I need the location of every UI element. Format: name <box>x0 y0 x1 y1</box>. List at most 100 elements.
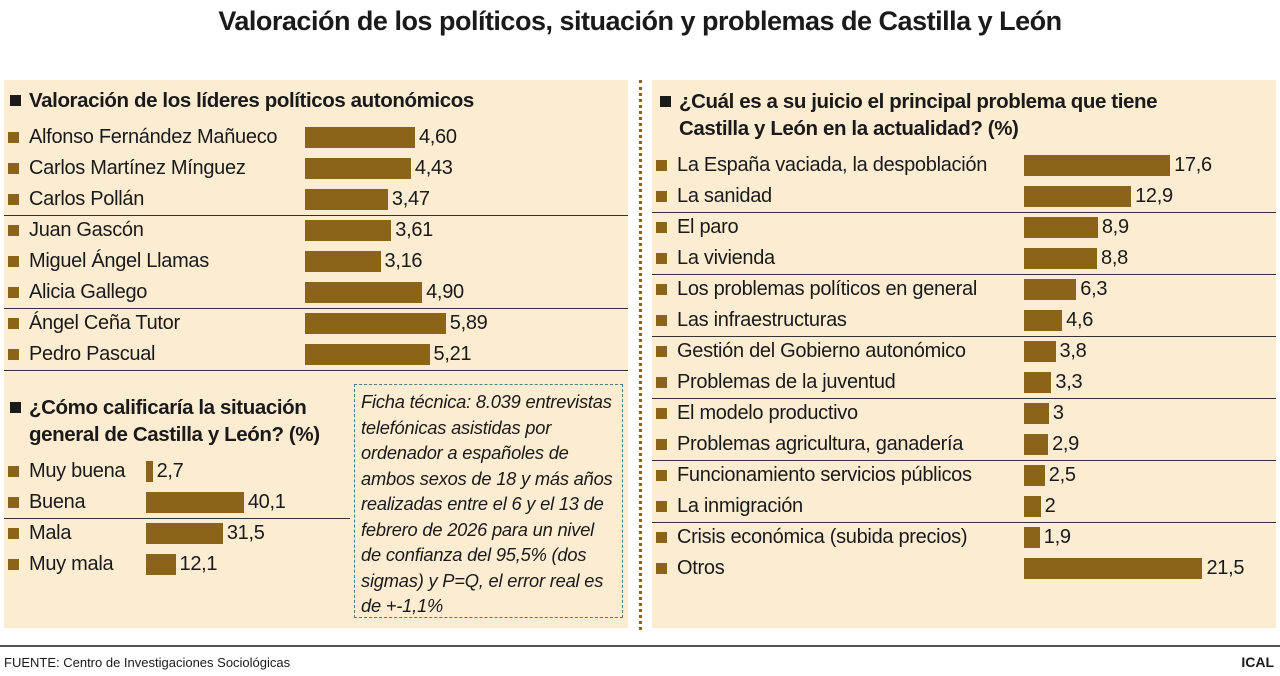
problem-row: Problemas de la juventud 3,3 <box>652 367 1276 398</box>
situation-row: Mala 31,5 <box>4 518 350 549</box>
square-bullet-icon <box>8 256 19 267</box>
problem-bar <box>1024 496 1041 517</box>
leaders-chart-title: Valoración de los líderes políticos auto… <box>10 87 474 114</box>
leader-row: Miguel Ángel Llamas 3,16 <box>4 246 628 277</box>
leader-bar <box>305 344 430 365</box>
situation-title-line: ¿Cómo calificaría la situación <box>29 396 307 419</box>
leader-bar <box>305 189 388 210</box>
square-bullet-icon <box>8 559 19 570</box>
situation-bar <box>146 461 153 482</box>
leader-value: 3,16 <box>384 250 423 272</box>
row-separator <box>652 521 1276 523</box>
footer-rule <box>0 645 1280 647</box>
problem-bar <box>1024 155 1171 176</box>
square-bullet-icon <box>10 95 21 106</box>
leader-label: Alicia Gallego <box>29 281 148 303</box>
square-bullet-icon <box>10 402 21 413</box>
leader-label: Carlos Pollán <box>29 188 145 210</box>
leader-value: 4,60 <box>418 126 457 148</box>
leaders-title-text: Valoración de los líderes políticos auto… <box>29 89 474 112</box>
leader-bar <box>305 251 381 272</box>
square-bullet-icon <box>8 287 19 298</box>
square-bullet-icon <box>656 439 667 450</box>
technical-note: Ficha técnica: 8.039 entrevistas telefón… <box>354 384 623 618</box>
row-separator <box>4 517 350 519</box>
problem-value: 8,8 <box>1101 247 1128 269</box>
problem-bar <box>1024 372 1052 393</box>
situation-label: Muy mala <box>29 553 114 575</box>
brand-logo: ICAL <box>1241 654 1274 670</box>
leader-value: 4,43 <box>414 157 453 179</box>
leader-bar <box>305 282 423 303</box>
square-bullet-icon <box>8 194 19 205</box>
square-bullet-icon <box>656 377 667 388</box>
row-separator <box>652 273 1276 275</box>
problem-value: 6,3 <box>1080 278 1108 300</box>
problem-row: Las infraestructuras 4,6 <box>652 305 1276 336</box>
problem-bar <box>1024 558 1203 579</box>
square-bullet-icon <box>656 284 667 295</box>
situation-label: Muy buena <box>29 460 126 482</box>
leader-value: 3,47 <box>391 188 430 210</box>
problem-row: Problemas agricultura, ganadería 2,9 <box>652 429 1276 460</box>
problem-bar <box>1024 279 1077 300</box>
leader-bar <box>305 158 411 179</box>
situation-bar <box>146 554 176 575</box>
problems-chart-title: ¿Cuál es a su juicio el principal proble… <box>660 88 1158 142</box>
leader-label: Ángel Ceña Tutor <box>29 312 180 334</box>
square-bullet-icon <box>656 160 667 171</box>
problem-bar <box>1024 341 1056 362</box>
problem-label: La inmigración <box>677 495 803 517</box>
situation-row: Muy mala 12,1 <box>4 549 350 580</box>
square-bullet-icon <box>656 346 667 357</box>
problem-row: Crisis económica (subida precios) 1,9 <box>652 522 1276 553</box>
problem-bar <box>1024 527 1040 548</box>
situation-value: 2,7 <box>156 460 184 482</box>
problem-bar <box>1024 310 1063 331</box>
problem-label: La vivienda <box>677 247 775 269</box>
row-separator <box>652 335 1276 337</box>
square-bullet-icon <box>656 563 667 574</box>
problem-value: 3,3 <box>1055 371 1083 393</box>
problem-label: Gestión del Gobierno autonómico <box>677 340 966 362</box>
square-bullet-icon <box>656 470 667 481</box>
problems-title-line: ¿Cuál es a su juicio el principal proble… <box>679 90 1158 113</box>
leader-value: 5,89 <box>449 312 488 334</box>
problem-value: 4,6 <box>1066 309 1094 331</box>
row-separator <box>652 397 1276 399</box>
square-bullet-icon <box>8 163 19 174</box>
problem-value: 3 <box>1052 402 1064 424</box>
square-bullet-icon <box>8 132 19 143</box>
problem-value: 8,9 <box>1101 216 1129 238</box>
problem-label: Funcionamiento servicios públicos <box>677 464 972 486</box>
square-bullet-icon <box>8 466 19 477</box>
square-bullet-icon <box>656 408 667 419</box>
leader-row: Ángel Ceña Tutor 5,89 <box>4 308 628 339</box>
leader-label: Carlos Martínez Mínguez <box>29 157 246 179</box>
dotted-divider <box>639 80 642 630</box>
problem-label: El modelo productivo <box>677 402 858 424</box>
problem-value: 17,6 <box>1174 154 1212 176</box>
problem-bar <box>1024 465 1045 486</box>
problem-row: El paro 8,9 <box>652 212 1276 243</box>
square-bullet-icon <box>8 318 19 329</box>
problem-value: 1,9 <box>1043 526 1071 548</box>
square-bullet-icon <box>656 532 667 543</box>
problem-row: El modelo productivo 3 <box>652 398 1276 429</box>
problem-row: Funcionamiento servicios públicos 2,5 <box>652 460 1276 491</box>
row-separator <box>4 369 628 371</box>
leader-row: Alicia Gallego 4,90 <box>4 277 628 308</box>
leader-value: 5,21 <box>433 343 472 365</box>
square-bullet-icon <box>8 349 19 360</box>
leader-label: Juan Gascón <box>29 219 144 241</box>
leader-bar <box>305 220 392 241</box>
problem-row: La sanidad 12,9 <box>652 181 1276 212</box>
situation-title-line: general de Castilla y León? (%) <box>29 423 320 446</box>
leader-label: Alfonso Fernández Mañueco <box>29 126 278 148</box>
problem-value: 21,5 <box>1206 557 1245 579</box>
row-separator <box>4 214 628 216</box>
source-text: FUENTE: Centro de Investigaciones Sociol… <box>4 655 291 670</box>
row-separator <box>652 211 1276 213</box>
problem-row: Gestión del Gobierno autonómico 3,8 <box>652 336 1276 367</box>
situation-row: Buena 40,1 <box>4 487 350 518</box>
